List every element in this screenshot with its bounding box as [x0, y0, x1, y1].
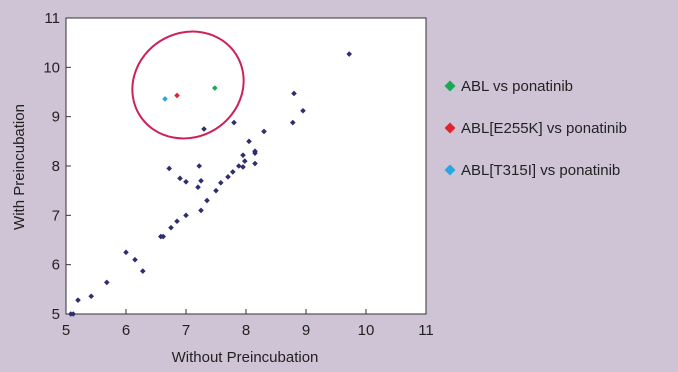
data-point	[198, 178, 204, 184]
data-point	[104, 279, 110, 286]
x-tick-label: 8	[242, 322, 250, 339]
data-point	[160, 233, 166, 240]
highlight-ellipse	[131, 30, 245, 140]
y-tick-label: 9	[52, 109, 60, 126]
legend-marker	[444, 122, 456, 134]
x-tick-label: 7	[182, 322, 190, 339]
legend: ABL vs ponatinib ABL[E255K] vs ponatinib A…	[444, 78, 627, 179]
y-axis-label: With Preincubation	[11, 104, 28, 230]
data-point	[196, 163, 202, 169]
x-tick-label: 6	[122, 322, 130, 339]
data-point	[231, 119, 237, 126]
data-point	[75, 297, 81, 303]
data-point	[252, 160, 258, 167]
y-tick-label: 8	[52, 158, 60, 175]
data-point	[240, 164, 246, 170]
y-tick-label: 5	[52, 306, 60, 323]
data-point	[225, 174, 231, 180]
highlighted-point	[174, 92, 180, 99]
data-point	[252, 148, 258, 154]
data-point	[198, 207, 204, 214]
data-point	[240, 152, 246, 158]
legend-marker	[444, 164, 456, 176]
data-point	[204, 197, 210, 204]
data-point	[174, 218, 180, 225]
data-point	[183, 178, 189, 185]
x-tick-label: 5	[62, 322, 70, 339]
data-points	[68, 51, 352, 317]
data-point	[88, 293, 94, 300]
x-tick-label: 9	[302, 322, 310, 339]
data-point	[123, 249, 129, 256]
x-axis-label: Without Preincubation	[172, 349, 319, 366]
data-point	[290, 119, 296, 126]
data-point	[246, 138, 252, 145]
data-point	[218, 179, 224, 186]
y-tick-label: 6	[52, 257, 60, 274]
data-point	[166, 165, 172, 172]
x-tick-label: 10	[358, 322, 375, 339]
data-point	[346, 51, 352, 57]
data-point	[261, 128, 267, 135]
data-point	[236, 163, 242, 169]
data-point	[291, 90, 297, 97]
highlighted-point	[162, 96, 168, 102]
legend-entry: ABL vs ponatinib	[461, 78, 573, 95]
y-tick-label: 7	[52, 207, 60, 224]
data-point	[183, 212, 189, 219]
highlighted-point	[212, 85, 218, 91]
data-point	[168, 224, 174, 231]
y-tick-label: 11	[44, 10, 60, 27]
y-tick-label: 10	[43, 59, 60, 76]
plot-area	[65, 17, 427, 315]
data-point	[300, 107, 306, 114]
x-tick-label: 11	[418, 322, 434, 339]
data-point	[230, 169, 236, 175]
data-point	[140, 268, 146, 274]
plot-frame	[65, 17, 427, 315]
data-point	[195, 184, 201, 191]
legend-entry: ABL[E255K] vs ponatinib	[461, 120, 627, 137]
legend-marker	[444, 80, 456, 92]
data-point	[70, 311, 76, 317]
legend-entry: ABL[T315I] vs ponatinib	[461, 162, 620, 179]
data-point	[213, 187, 219, 194]
data-point	[201, 126, 207, 132]
data-point	[242, 158, 248, 164]
data-point	[132, 256, 138, 263]
data-point	[177, 175, 183, 182]
